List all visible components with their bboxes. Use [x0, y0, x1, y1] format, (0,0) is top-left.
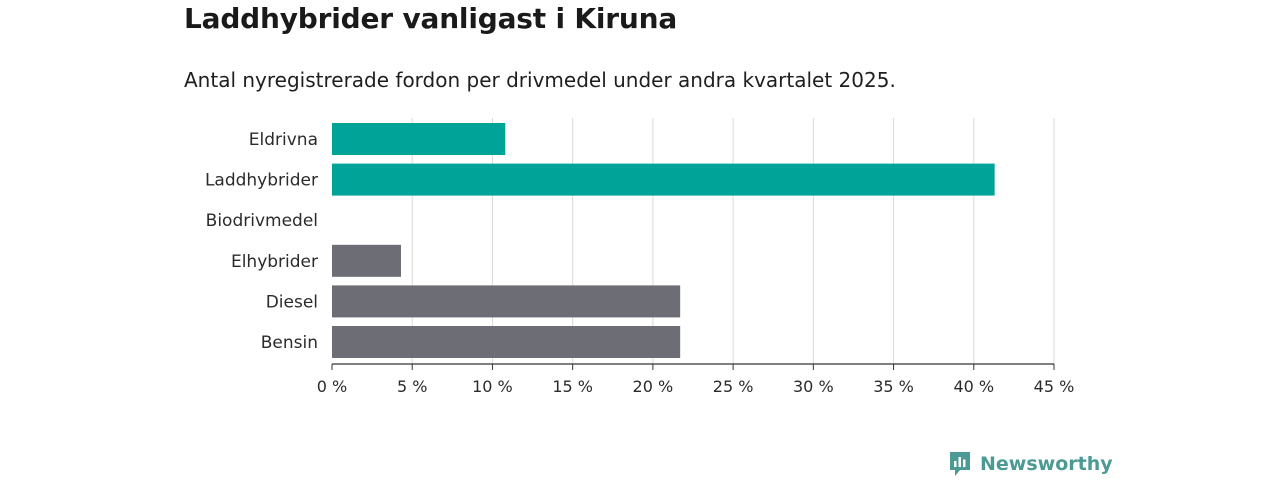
x-tick-label: 35 % [873, 377, 914, 396]
bar-elhybrider [332, 244, 401, 277]
category-label: Diesel [266, 292, 318, 312]
category-label: Elhybrider [231, 252, 318, 272]
category-label: Bensin [261, 333, 318, 353]
x-tick-label: 20 % [633, 377, 674, 396]
x-tick-label: 25 % [713, 377, 754, 396]
bar-diesel [332, 285, 681, 318]
x-tick-label: 45 % [1034, 377, 1075, 396]
category-label: Eldrivna [249, 130, 318, 150]
chart-subtitle: Antal nyregistrerade fordon per drivmede… [184, 68, 896, 92]
x-tick-label: 30 % [793, 377, 834, 396]
category-label: Laddhybrider [205, 171, 318, 191]
grid-lines [411, 118, 1055, 364]
x-tick-label: 40 % [953, 377, 994, 396]
newsworthy-logo-text: Newsworthy [980, 453, 1113, 475]
category-labels: Eldrivna Laddhybrider Biodrivmedel Elhybrid… [205, 130, 318, 353]
bar-bensin [332, 326, 681, 358]
chart-title: Laddhybrider vanligast i Kiruna [184, 2, 678, 35]
newsworthy-logo: Newsworthy [948, 450, 1113, 478]
bars [332, 123, 995, 358]
x-tick-label: 0 % [317, 377, 347, 396]
bar-eldrivna [332, 123, 506, 155]
x-tick-label: 15 % [552, 377, 593, 396]
bar-laddhybrider [332, 163, 995, 196]
newsworthy-logo-icon [950, 452, 970, 476]
x-tick-label: 10 % [472, 377, 513, 396]
x-axis: 0 % 5 % 10 % 15 % 20 % 25 % 30 % 35 % 40 % 45 % [317, 363, 1075, 396]
category-label: Biodrivmedel [206, 211, 318, 231]
x-tick-label: 5 % [397, 377, 427, 396]
